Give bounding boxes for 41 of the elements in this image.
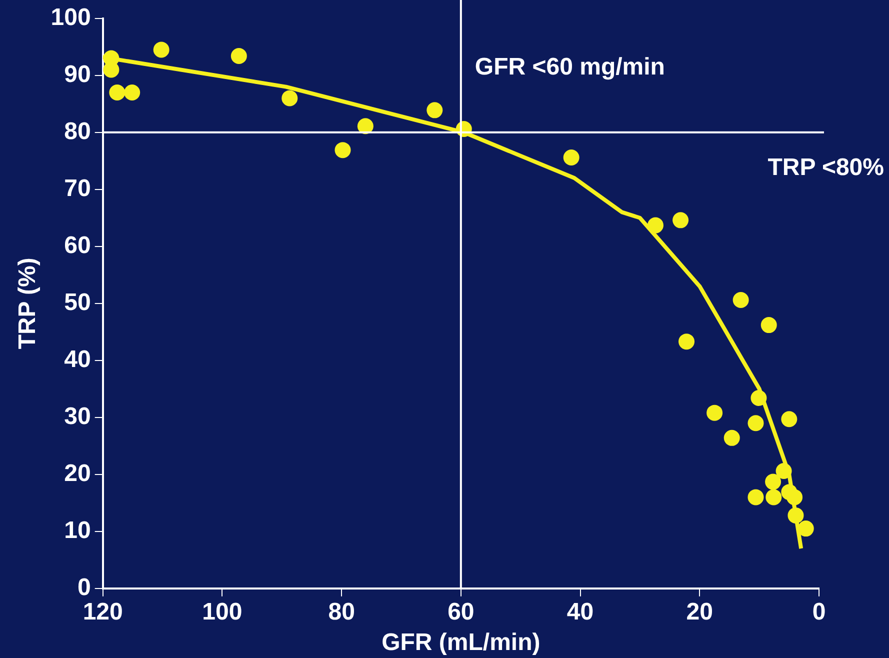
x-tick-label: 0 (812, 598, 826, 626)
x-tick-label: 20 (686, 598, 713, 626)
point (760, 317, 777, 334)
x-axis-title: GFR (mL/min) (382, 629, 540, 656)
point (426, 102, 443, 118)
ref-line-label: TRP <80% (768, 154, 884, 182)
y-axis-title: TRP (%) (14, 258, 42, 350)
point (798, 520, 814, 537)
point (748, 489, 764, 506)
point (724, 430, 740, 446)
point (230, 48, 247, 64)
point (153, 42, 170, 58)
x-tick-label: 80 (328, 598, 355, 626)
point (748, 415, 764, 432)
point (334, 142, 351, 158)
y-tick-label: 80 (64, 118, 91, 146)
point (563, 149, 580, 166)
point (124, 84, 140, 100)
point (678, 334, 695, 350)
point (109, 84, 126, 100)
point (706, 404, 723, 421)
y-tick-label: 40 (64, 346, 91, 374)
y-tick-label: 60 (64, 232, 91, 260)
x-tick-label: 40 (566, 598, 594, 626)
y-tick-label: 20 (64, 460, 91, 488)
point (732, 292, 749, 308)
y-tick-label: 10 (64, 517, 91, 544)
x-tick-label: 60 (448, 598, 474, 626)
point (357, 118, 374, 134)
point (282, 90, 298, 106)
y-tick-label: 30 (64, 403, 91, 430)
y-tick-label: 100 (50, 4, 91, 32)
point (672, 212, 689, 228)
y-tick-label: 50 (64, 289, 91, 316)
point (766, 489, 782, 506)
point (765, 474, 782, 490)
y-tick-label: 70 (64, 175, 91, 202)
x-tick-label: 100 (202, 598, 242, 626)
y-tick-label: 90 (64, 61, 91, 88)
ref-line-label: GFR <60 mg/min (474, 54, 665, 81)
point (781, 411, 798, 428)
